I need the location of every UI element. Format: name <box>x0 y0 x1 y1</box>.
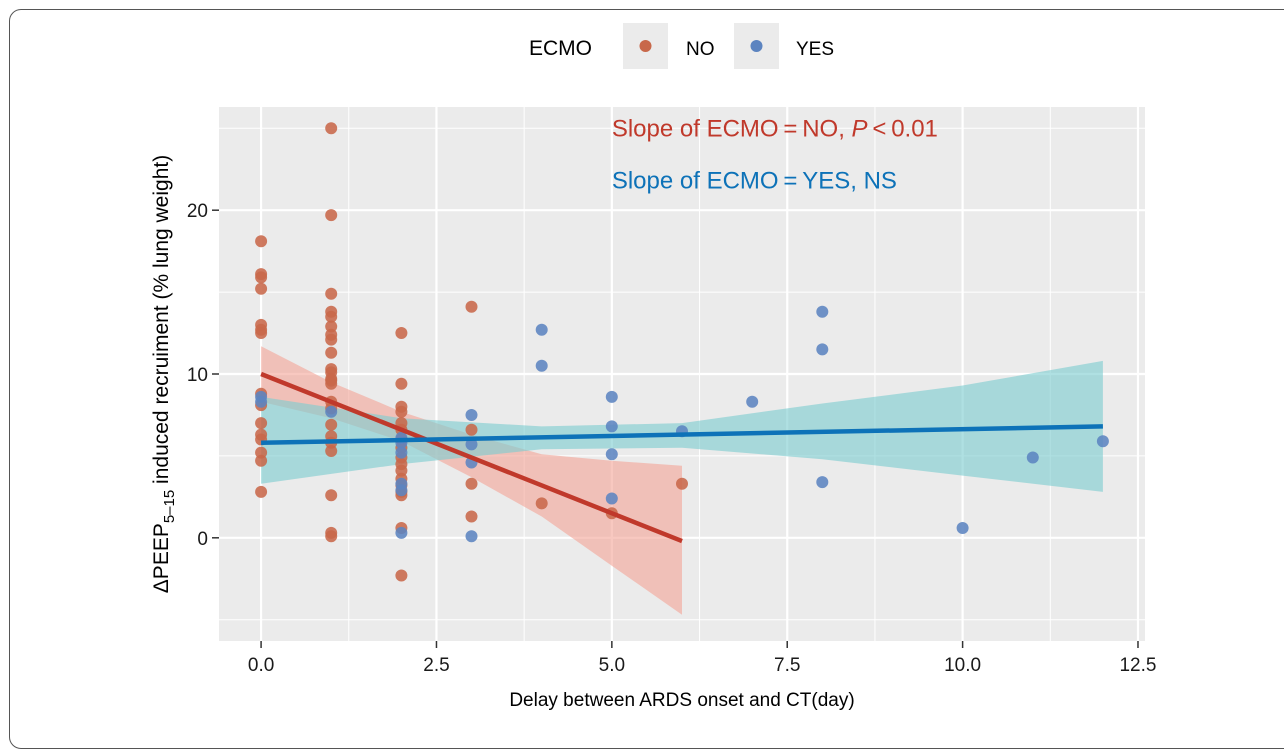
y-axis-label-suffix: induced recruiment (% lung weight) <box>150 155 173 490</box>
legend: ECMO NO YES <box>529 23 834 69</box>
point-no <box>325 310 338 323</box>
y-tick-label: 10 <box>187 365 208 386</box>
point-no <box>255 485 268 498</box>
point-no <box>395 377 408 390</box>
point-no <box>395 327 408 339</box>
y-tick-label: 0 <box>197 529 208 550</box>
point-yes <box>395 526 408 539</box>
point-no <box>255 282 268 295</box>
legend-title: ECMO <box>529 37 592 60</box>
axes: 0.0 2.5 5.0 7.5 10.0 12.5 0 10 20 <box>187 201 1157 676</box>
point-no <box>325 489 338 502</box>
point-yes <box>605 390 618 403</box>
point-yes <box>465 438 478 451</box>
point-yes <box>816 305 829 318</box>
x-tick-label: 2.5 <box>423 655 449 676</box>
point-yes <box>816 343 829 356</box>
point-no <box>676 477 688 490</box>
fit-lines <box>260 371 1103 544</box>
point-no <box>535 497 548 510</box>
point-yes <box>605 448 618 461</box>
legend-key-yes <box>750 40 763 52</box>
point-no <box>325 445 338 457</box>
point-no <box>255 271 268 284</box>
point-no <box>325 209 338 222</box>
point-no <box>395 405 408 418</box>
point-no <box>325 287 338 300</box>
point-yes <box>325 405 338 418</box>
point-no <box>325 530 338 543</box>
annotation-no-after: < 0.01 <box>868 115 938 142</box>
point-no <box>255 417 268 430</box>
point-yes <box>605 420 618 433</box>
point-yes <box>816 476 829 489</box>
y-tick-label: 20 <box>187 201 208 222</box>
x-axis-label: Delay between ARDS onset and CT(day) <box>509 690 854 711</box>
annotation-no: Slope of ECMO = NO, P < 0.01 <box>612 115 938 142</box>
point-yes <box>395 446 408 459</box>
point-no <box>465 423 478 436</box>
point-yes <box>395 484 408 497</box>
fit-line-yes <box>261 424 1103 446</box>
legend-key-no <box>639 40 652 52</box>
point-no <box>325 346 338 359</box>
point-yes <box>535 323 548 336</box>
point-no <box>325 377 338 390</box>
point-no <box>255 446 268 459</box>
point-no <box>395 464 408 477</box>
point-yes <box>1026 451 1039 464</box>
scatter-chart: ECMO NO YES 0.0 2.5 5.0 7.5 10.0 12.5 0 10 20 Sl… <box>150 23 1157 711</box>
annotation-no-before: Slope of ECMO = NO, <box>612 115 852 142</box>
legend-label-no: NO <box>686 39 715 60</box>
point-yes <box>465 530 478 543</box>
y-axis-label: ΔPEEP5–15 induced recruiment (% lung wei… <box>150 155 178 593</box>
y-axis-label-subscript: 5–15 <box>161 490 178 523</box>
x-tick-label: 7.5 <box>774 655 800 676</box>
data-points <box>255 122 1109 582</box>
point-no <box>395 569 408 582</box>
x-tick-label: 10.0 <box>944 655 981 676</box>
annotation-yes: Slope of ECMO = YES, NS <box>612 168 897 195</box>
point-yes <box>255 395 268 408</box>
x-tick-label: 12.5 <box>1119 655 1156 676</box>
point-yes <box>1096 435 1109 448</box>
fit-line-no <box>260 371 683 544</box>
y-axis-label-prefix: ΔPEEP <box>150 523 173 593</box>
point-no <box>465 510 478 523</box>
point-no <box>325 418 338 431</box>
point-no <box>465 477 478 490</box>
x-tick-label: 5.0 <box>599 655 625 676</box>
point-no <box>325 122 338 135</box>
point-yes <box>535 359 548 372</box>
x-tick-label: 0.0 <box>248 655 274 676</box>
point-no <box>255 454 268 467</box>
point-yes <box>465 409 478 421</box>
legend-label-yes: YES <box>796 39 834 60</box>
point-no <box>465 300 478 313</box>
point-no <box>255 327 268 339</box>
point-yes <box>605 492 618 505</box>
point-yes <box>746 395 759 408</box>
point-no <box>255 235 268 248</box>
point-no <box>325 320 338 333</box>
annotation-no-italic: P <box>852 115 868 142</box>
point-yes <box>956 522 969 534</box>
point-no <box>325 333 338 346</box>
